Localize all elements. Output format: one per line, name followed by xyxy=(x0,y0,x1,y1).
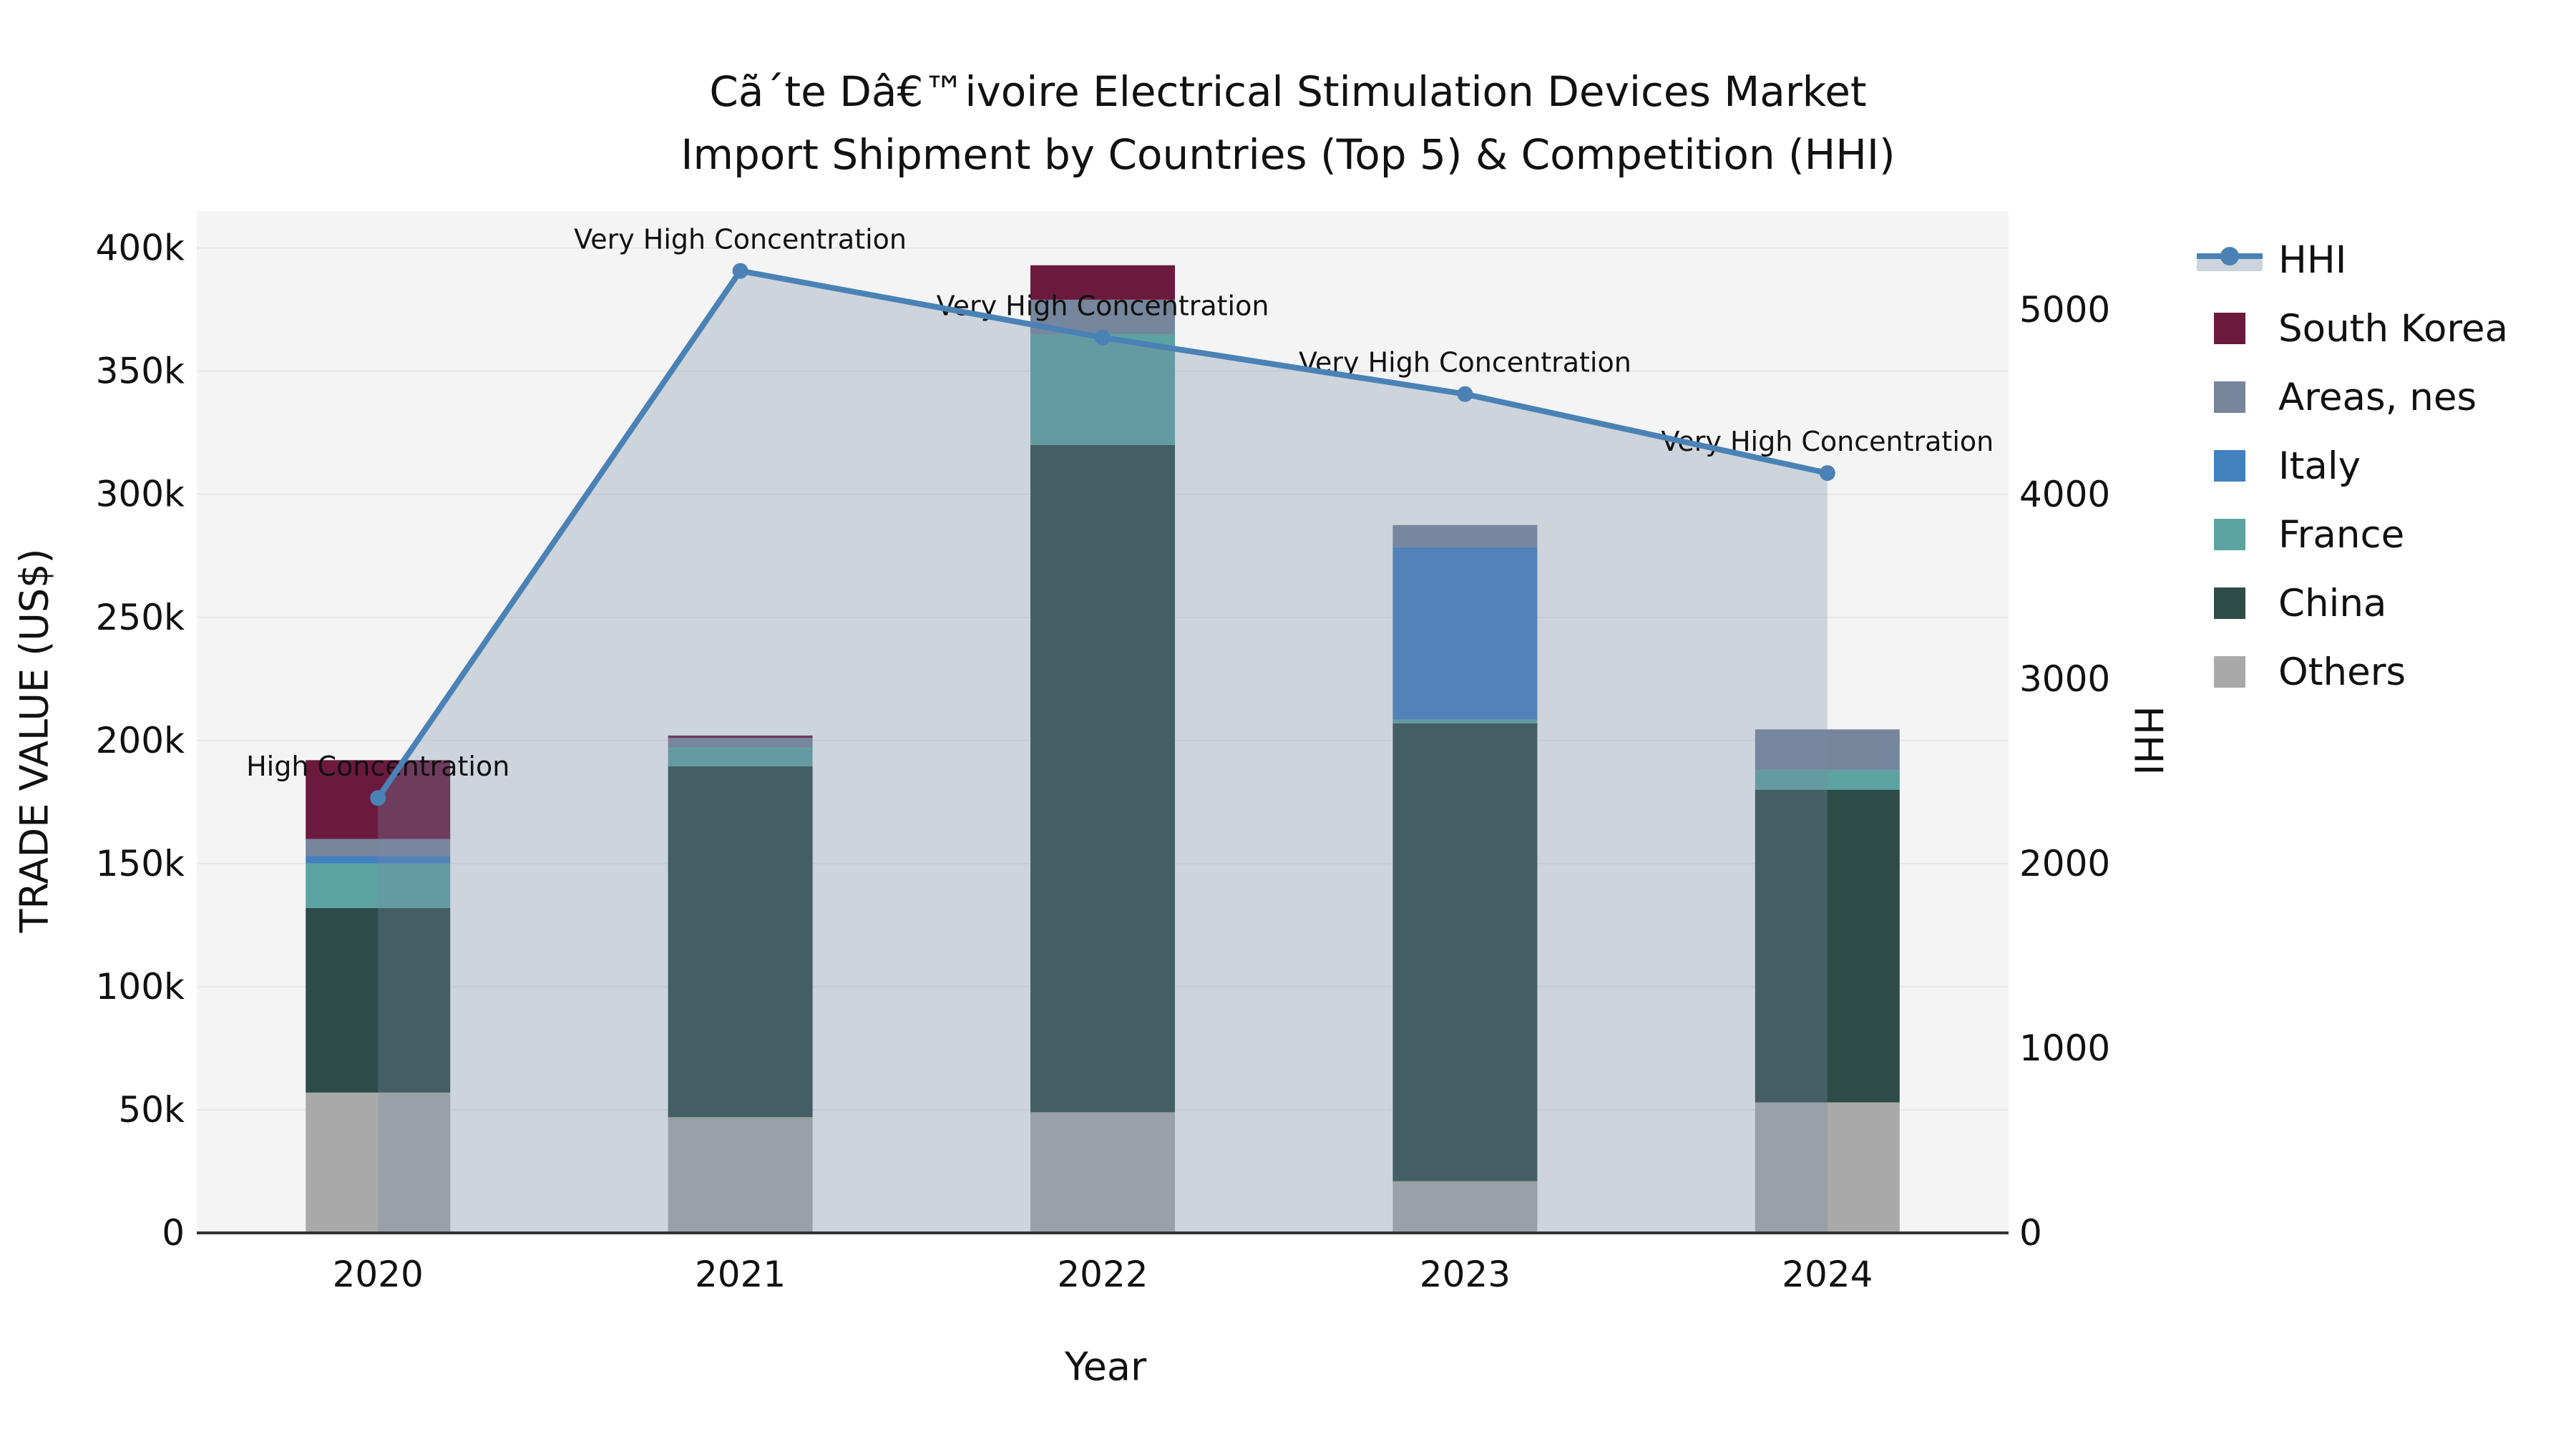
right-tick-label: 5000 xyxy=(2019,289,2110,331)
chart-title-line1: Cã´te Dâ€™ivoire Electrical Stimulation … xyxy=(709,67,1867,116)
left-tick-label: 150k xyxy=(96,843,185,884)
right-tick-label: 1000 xyxy=(2019,1028,2110,1069)
bar-segment-others-2022 xyxy=(1030,1112,1175,1233)
left-tick-label: 0 xyxy=(162,1212,185,1254)
legend-swatch-icon xyxy=(2197,656,2263,688)
left-tick-label: 400k xyxy=(96,228,185,269)
bar-segment-others-2023 xyxy=(1392,1181,1538,1233)
legend-label: China xyxy=(2278,581,2387,625)
color-swatch-areas-nes xyxy=(2214,381,2245,413)
legend-item-france: France xyxy=(2197,516,2508,554)
x-tick-label-2023: 2023 xyxy=(1420,1254,1511,1295)
bar-segment-areas-nes-2021 xyxy=(668,738,813,748)
legend-label: South Korea xyxy=(2278,306,2509,351)
color-swatch-italy xyxy=(2214,450,2245,482)
legend-label: Others xyxy=(2278,650,2406,694)
right-tick-label: 2000 xyxy=(2019,843,2110,884)
bar-segment-south-korea-2022 xyxy=(1030,265,1175,300)
color-swatch-south-korea xyxy=(2214,313,2245,344)
legend-swatch-icon xyxy=(2197,519,2263,550)
bar-segment-china-2020 xyxy=(306,907,451,1093)
right-tick-label: 4000 xyxy=(2019,474,2110,515)
legend-item-others: Others xyxy=(2197,650,2508,694)
bar-segment-china-2023 xyxy=(1392,723,1538,1181)
hhi-line-swatch-icon xyxy=(2197,244,2263,275)
x-tick-label-2021: 2021 xyxy=(695,1254,786,1295)
legend-swatch-icon xyxy=(2197,587,2263,619)
bar-segment-areas-nes-2023 xyxy=(1392,525,1538,547)
legend-swatch-icon xyxy=(2197,450,2263,482)
legend-item-south-korea: South Korea xyxy=(2197,310,2508,348)
legend-item-hhi: HHI xyxy=(2197,241,2508,279)
legend-item-china: China xyxy=(2197,585,2508,623)
left-tick-label: 250k xyxy=(96,597,185,638)
left-tick-label: 100k xyxy=(96,966,185,1008)
x-tick-label-2022: 2022 xyxy=(1057,1254,1148,1295)
legend-label: France xyxy=(2278,512,2405,557)
legend-item-italy: Italy xyxy=(2197,444,2508,488)
left-tick-label: 300k xyxy=(96,474,185,515)
color-swatch-others xyxy=(2214,656,2245,688)
color-swatch-china xyxy=(2214,587,2245,619)
chart-title: Cã´te Dâ€™ivoire Electrical Stimulation … xyxy=(0,60,2576,186)
hhi-marker-2020 xyxy=(370,790,386,806)
bar-segment-china-2021 xyxy=(668,766,813,1118)
left-tick-label: 50k xyxy=(118,1089,185,1131)
bar-segment-france-2020 xyxy=(306,863,451,908)
left-tick-label: 200k xyxy=(96,720,185,761)
hhi-marker-2024 xyxy=(1819,465,1835,482)
legend-swatch-icon xyxy=(2197,381,2263,413)
hhi-marker-glyph xyxy=(2220,247,2239,265)
legend-label: HHI xyxy=(2278,238,2347,282)
legend: HHI South Korea Areas, nes Italy France China… xyxy=(2197,241,2508,725)
hhi-area-fill xyxy=(378,270,1828,1234)
bar-segment-italy-2023 xyxy=(1392,547,1538,720)
annotation-2024: Very High Concentration xyxy=(1661,426,1994,457)
annotation-2021: Very High Concentration xyxy=(574,224,907,255)
bar-segment-areas-nes-2024 xyxy=(1755,729,1900,771)
right-tick-label: 0 xyxy=(2019,1212,2042,1254)
bar-segment-others-2020 xyxy=(306,1092,451,1233)
annotation-2020: High Concentration xyxy=(246,751,509,782)
hhi-marker-2022 xyxy=(1095,329,1111,346)
legend-label: Italy xyxy=(2278,444,2361,488)
bar-segment-china-2024 xyxy=(1755,789,1900,1103)
bar-segment-france-2024 xyxy=(1755,770,1900,790)
bar-segment-france-2021 xyxy=(668,748,813,766)
x-tick-label-2020: 2020 xyxy=(333,1254,424,1295)
bar-segment-italy-2020 xyxy=(306,856,451,864)
bar-segment-others-2021 xyxy=(668,1117,813,1233)
legend-item-areas-nes: Areas, nes xyxy=(2197,375,2508,419)
bar-segment-south-korea-2021 xyxy=(668,735,813,738)
right-tick-label: 3000 xyxy=(2019,658,2110,700)
legend-label: Areas, nes xyxy=(2278,375,2477,419)
hhi-marker-2021 xyxy=(732,263,748,279)
bar-segment-china-2022 xyxy=(1030,444,1175,1113)
left-tick-label: 350k xyxy=(96,351,185,392)
hhi-marker-2023 xyxy=(1457,386,1473,402)
x-axis-title: Year xyxy=(1064,1344,1147,1390)
legend-swatch-icon xyxy=(2197,313,2263,344)
x-tick-label-2024: 2024 xyxy=(1782,1254,1873,1295)
chart-title-line2: Import Shipment by Countries (Top 5) & C… xyxy=(680,130,1896,179)
color-swatch-france xyxy=(2214,519,2245,550)
bar-segment-france-2022 xyxy=(1030,334,1175,445)
annotation-2023: Very High Concentration xyxy=(1299,347,1631,379)
bar-segment-france-2023 xyxy=(1392,719,1538,723)
bar-segment-areas-nes-2020 xyxy=(306,839,451,857)
bar-segment-others-2024 xyxy=(1755,1102,1900,1233)
